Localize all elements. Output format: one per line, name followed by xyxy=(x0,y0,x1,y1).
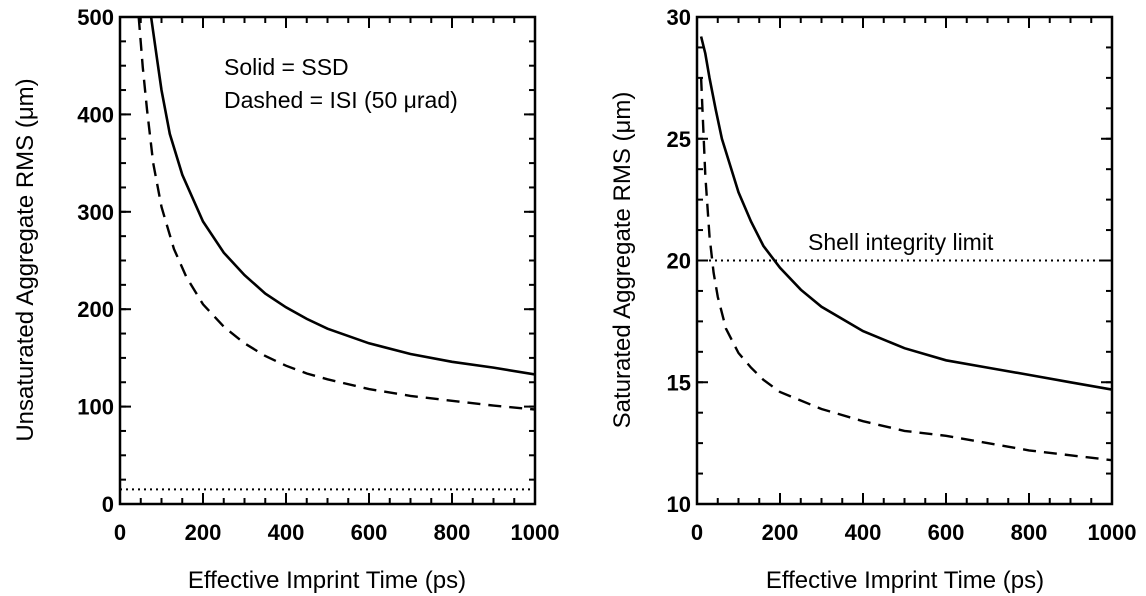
right-y-tick-label: 10 xyxy=(667,492,691,517)
right-y-tick-label: 20 xyxy=(667,249,691,274)
left-series-solid-ssd xyxy=(149,17,535,376)
right-y-tick-label: 30 xyxy=(667,5,691,30)
left-legend-dashed: Dashed = ISI (50 μrad) xyxy=(224,87,458,113)
left-x-tick-label: 0 xyxy=(114,520,126,545)
left-y-tick-label: 400 xyxy=(77,102,114,127)
left-y-tick-label: 200 xyxy=(77,297,114,322)
left-y-tick-label: 300 xyxy=(77,200,114,225)
right-x-tick-label: 0 xyxy=(691,520,703,545)
right-y-tick-label: 25 xyxy=(667,127,691,152)
right-ticks xyxy=(696,16,1113,505)
right-y-axis-title: Saturated Aggregate RMS (μm) xyxy=(609,92,636,429)
right-chart: 0 200 400 600 800 1000 10 15 20 25 30 Effective Im… xyxy=(609,5,1136,594)
left-x-axis-title: Effective Imprint Time (ps) xyxy=(188,567,466,594)
right-x-tick-label: 400 xyxy=(845,520,882,545)
right-x-tick-label: 200 xyxy=(762,520,799,545)
left-x-tick-label: 400 xyxy=(268,520,305,545)
left-ticks xyxy=(119,16,536,505)
left-chart: 0 200 400 600 800 1000 0 100 200 300 400 500 Effect… xyxy=(12,5,559,594)
right-x-tick-label: 1000 xyxy=(1088,520,1137,545)
right-y-tick-label: 15 xyxy=(667,370,691,395)
right-x-tick-label: 600 xyxy=(928,520,965,545)
right-x-axis-title: Effective Imprint Time (ps) xyxy=(766,567,1044,594)
right-series-dashed-isi-50-rad xyxy=(699,77,1112,462)
left-y-tick-label: 0 xyxy=(102,492,114,517)
shell-integrity-limit-label: Shell integrity limit xyxy=(808,229,994,255)
right-series xyxy=(697,36,1112,462)
left-x-tick-label: 600 xyxy=(351,520,388,545)
left-x-tick-label: 200 xyxy=(185,520,222,545)
left-y-tick-label: 100 xyxy=(77,395,114,420)
left-y-tick-label: 500 xyxy=(77,5,114,30)
left-series-dashed-isi-50-rad xyxy=(137,17,535,411)
left-legend-solid: Solid = SSD xyxy=(224,54,349,80)
left-x-tick-label: 800 xyxy=(434,520,471,545)
left-series xyxy=(120,17,535,491)
left-x-tick-label: 1000 xyxy=(511,520,560,545)
right-series-solid-ssd xyxy=(699,36,1112,391)
right-tick-labels: 0 200 400 600 800 1000 10 15 20 25 30 xyxy=(667,5,1137,545)
left-y-axis-title: Unsaturated Aggregate RMS (μm) xyxy=(12,78,39,441)
right-x-tick-label: 800 xyxy=(1011,520,1048,545)
left-tick-labels: 0 200 400 600 800 1000 0 100 200 300 400 500 xyxy=(77,5,559,545)
